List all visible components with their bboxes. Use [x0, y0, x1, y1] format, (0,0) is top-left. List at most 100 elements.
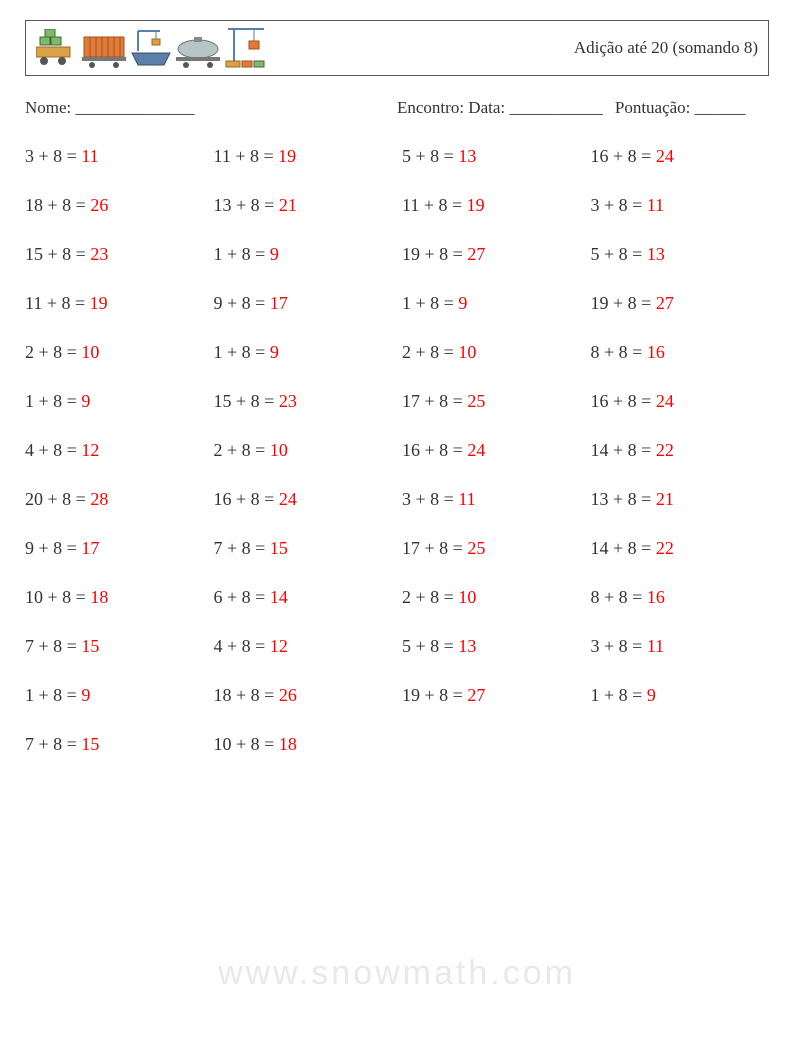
tank-wagon-icon: [176, 37, 220, 69]
problem-answer: 24: [656, 391, 674, 411]
problem-item: 8 + 8 = 16: [591, 342, 770, 363]
problem-item: 6 + 8 = 14: [214, 587, 393, 608]
problem-answer: 13: [458, 636, 476, 656]
problem-answer: 10: [458, 587, 476, 607]
problem-answer: 27: [467, 685, 485, 705]
problem-item: 1 + 8 = 9: [25, 685, 204, 706]
problem-item: 14 + 8 = 22: [591, 538, 770, 559]
problem-answer: 23: [90, 244, 108, 264]
problem-answer: 22: [656, 440, 674, 460]
problem-expression: 7 + 8 =: [25, 636, 81, 656]
problem-expression: 16 + 8 =: [214, 489, 279, 509]
problem-item: 1 + 8 = 9: [214, 342, 393, 363]
problem-answer: 10: [81, 342, 99, 362]
problem-expression: 1 + 8 =: [591, 685, 647, 705]
problem-item: 15 + 8 = 23: [214, 391, 393, 412]
name-field: Nome: ______________: [25, 98, 397, 118]
problem-answer: 16: [647, 587, 665, 607]
problem-item: 18 + 8 = 26: [214, 685, 393, 706]
problem-answer: 9: [81, 685, 90, 705]
problem-expression: 4 + 8 =: [25, 440, 81, 460]
problem-item: 7 + 8 = 15: [25, 734, 204, 755]
encounter-date-field: Encontro: Data: ___________: [397, 98, 603, 118]
problem-answer: 15: [81, 734, 99, 754]
problem-item: 3 + 8 = 11: [591, 636, 770, 657]
problem-answer: 26: [279, 685, 297, 705]
problem-expression: 16 + 8 =: [402, 440, 467, 460]
problem-expression: 2 + 8 =: [214, 440, 270, 460]
problem-answer: 24: [279, 489, 297, 509]
problem-item: 5 + 8 = 13: [402, 636, 581, 657]
info-row: Nome: ______________ Encontro: Data: ___…: [25, 98, 769, 118]
problem-item: 1 + 8 = 9: [402, 293, 581, 314]
problems-grid: 3 + 8 = 11 11 + 8 = 19 5 + 8 = 13 16 + 8 = …: [25, 146, 769, 755]
problem-answer: 10: [270, 440, 288, 460]
problem-expression: 7 + 8 =: [25, 734, 81, 754]
problem-item: 16 + 8 = 24: [591, 391, 770, 412]
problem-answer: 14: [270, 587, 288, 607]
problem-answer: 18: [279, 734, 297, 754]
problem-item: 10 + 8 = 18: [25, 587, 204, 608]
problem-answer: 24: [656, 146, 674, 166]
problem-expression: 8 + 8 =: [591, 587, 647, 607]
problem-expression: 18 + 8 =: [214, 685, 279, 705]
problem-expression: 17 + 8 =: [402, 391, 467, 411]
problem-item: 9 + 8 = 17: [25, 538, 204, 559]
problem-answer: 15: [81, 636, 99, 656]
boxes-truck-icon: [36, 29, 78, 69]
problem-answer: 24: [467, 440, 485, 460]
problem-item: 13 + 8 = 21: [214, 195, 393, 216]
problem-expression: 4 + 8 =: [214, 636, 270, 656]
problem-expression: 16 + 8 =: [591, 391, 656, 411]
problem-item: 19 + 8 = 27: [402, 685, 581, 706]
problem-answer: 11: [647, 195, 664, 215]
problem-expression: 1 + 8 =: [214, 244, 270, 264]
problem-item: 16 + 8 = 24: [402, 440, 581, 461]
problem-expression: 9 + 8 =: [25, 538, 81, 558]
problem-expression: 19 + 8 =: [591, 293, 656, 313]
problem-item: 16 + 8 = 24: [214, 489, 393, 510]
problem-answer: 27: [656, 293, 674, 313]
problem-answer: 10: [458, 342, 476, 362]
problem-expression: 6 + 8 =: [214, 587, 270, 607]
problem-answer: 19: [467, 195, 485, 215]
problem-item: 11 + 8 = 19: [25, 293, 204, 314]
problem-item: 7 + 8 = 15: [25, 636, 204, 657]
problem-item: 8 + 8 = 16: [591, 587, 770, 608]
problem-answer: 11: [81, 146, 98, 166]
problem-item: 19 + 8 = 27: [402, 244, 581, 265]
problem-item: 9 + 8 = 17: [214, 293, 393, 314]
header-icons: [36, 27, 268, 69]
problem-item: 18 + 8 = 26: [25, 195, 204, 216]
problem-answer: 18: [90, 587, 108, 607]
problem-expression: 13 + 8 =: [214, 195, 279, 215]
problem-expression: 18 + 8 =: [25, 195, 90, 215]
problem-answer: 13: [647, 244, 665, 264]
problem-expression: 5 + 8 =: [402, 146, 458, 166]
problem-expression: 20 + 8 =: [25, 489, 90, 509]
problem-expression: 2 + 8 =: [25, 342, 81, 362]
problem-expression: 13 + 8 =: [591, 489, 656, 509]
problem-answer: 9: [647, 685, 656, 705]
problem-item: 2 + 8 = 10: [25, 342, 204, 363]
problem-item: 1 + 8 = 9: [25, 391, 204, 412]
problem-expression: 2 + 8 =: [402, 587, 458, 607]
problem-expression: 17 + 8 =: [402, 538, 467, 558]
problem-answer: 17: [270, 293, 288, 313]
problem-item: 2 + 8 = 10: [214, 440, 393, 461]
problem-expression: 8 + 8 =: [591, 342, 647, 362]
problem-item: 5 + 8 = 13: [591, 244, 770, 265]
problem-expression: 3 + 8 =: [25, 146, 81, 166]
problem-expression: 15 + 8 =: [25, 244, 90, 264]
problem-item: 2 + 8 = 10: [402, 342, 581, 363]
problem-item: 4 + 8 = 12: [214, 636, 393, 657]
problem-expression: 3 + 8 =: [591, 636, 647, 656]
problem-item: 2 + 8 = 10: [402, 587, 581, 608]
problem-answer: 23: [279, 391, 297, 411]
problem-item: 3 + 8 = 11: [591, 195, 770, 216]
problem-item: 10 + 8 = 18: [214, 734, 393, 755]
problem-expression: 3 + 8 =: [402, 489, 458, 509]
problem-expression: 10 + 8 =: [25, 587, 90, 607]
problem-item: 16 + 8 = 24: [591, 146, 770, 167]
problem-expression: 14 + 8 =: [591, 440, 656, 460]
